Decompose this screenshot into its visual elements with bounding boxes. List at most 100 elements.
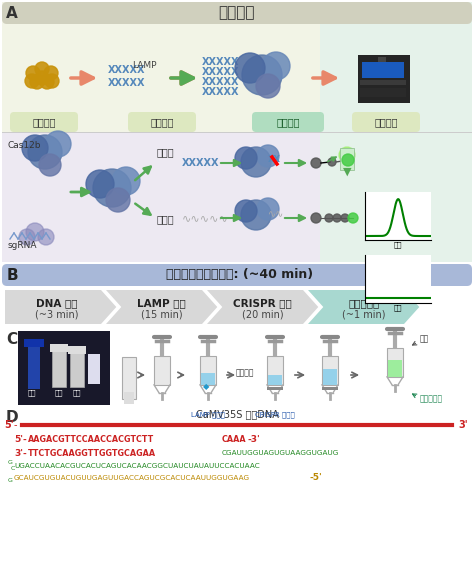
Text: - -: - - xyxy=(14,420,24,430)
FancyBboxPatch shape xyxy=(352,112,420,132)
Text: 信号输出: 信号输出 xyxy=(374,117,398,127)
Circle shape xyxy=(25,74,39,88)
Circle shape xyxy=(45,131,71,157)
Text: -3': -3' xyxy=(248,434,261,443)
Polygon shape xyxy=(207,290,319,324)
FancyBboxPatch shape xyxy=(128,112,196,132)
Bar xyxy=(388,360,402,377)
Bar xyxy=(322,356,338,385)
Text: (~1 min): (~1 min) xyxy=(342,310,385,319)
Text: Cas12b: Cas12b xyxy=(8,141,42,150)
Bar xyxy=(267,356,283,385)
Circle shape xyxy=(256,74,280,98)
Circle shape xyxy=(22,135,48,161)
FancyBboxPatch shape xyxy=(10,112,78,132)
Text: 实验原理: 实验原理 xyxy=(219,6,255,20)
Bar xyxy=(124,392,134,404)
Text: 大豆样品: 大豆样品 xyxy=(32,117,56,127)
Bar xyxy=(50,344,68,352)
Bar xyxy=(358,55,410,103)
Text: LAMP 混合物: LAMP 混合物 xyxy=(191,411,225,417)
Circle shape xyxy=(333,214,341,222)
Bar xyxy=(267,387,283,390)
Text: -5': -5' xyxy=(310,474,323,482)
Text: XXXXX: XXXXX xyxy=(202,87,239,97)
Circle shape xyxy=(30,75,44,89)
Text: 3'-: 3'- xyxy=(14,448,27,457)
Circle shape xyxy=(348,213,358,223)
Text: CRISPR 混合物: CRISPR 混合物 xyxy=(255,411,295,417)
Polygon shape xyxy=(106,290,217,324)
Text: 5': 5' xyxy=(4,420,14,430)
Circle shape xyxy=(339,147,355,163)
Bar xyxy=(320,2,472,262)
Bar xyxy=(360,88,406,97)
Circle shape xyxy=(39,154,61,176)
Circle shape xyxy=(241,147,271,177)
Text: 外管: 外管 xyxy=(73,389,81,395)
Circle shape xyxy=(241,200,271,230)
Bar xyxy=(201,373,215,385)
Text: D: D xyxy=(6,411,18,425)
Text: DNA 提取: DNA 提取 xyxy=(36,298,78,308)
Circle shape xyxy=(328,158,336,166)
FancyBboxPatch shape xyxy=(2,2,472,24)
Text: XXXXX: XXXXX xyxy=(108,78,146,88)
Circle shape xyxy=(262,52,290,80)
Circle shape xyxy=(40,75,54,89)
Text: TTCTGCAAGGTTGGTGCAGAA: TTCTGCAAGGTTGGTGCAGAA xyxy=(28,448,156,457)
Bar xyxy=(70,351,84,387)
Circle shape xyxy=(35,62,49,76)
Circle shape xyxy=(311,213,321,223)
Circle shape xyxy=(38,229,54,245)
Text: LAMP: LAMP xyxy=(132,61,156,70)
Text: 按压: 按压 xyxy=(420,334,429,343)
Circle shape xyxy=(257,198,279,220)
Text: 无靶标: 无靶标 xyxy=(157,214,174,224)
Text: GCAUCGUGUACUGUUGAGUUGACCAGUCGCACUCAAUUGGUGAAG: GCAUCGUGUACUGUUGAGUUGACCAGUCGCACUCAAUUGG… xyxy=(14,475,250,481)
Text: 柱子: 柱子 xyxy=(28,389,36,395)
Text: 等温扩增: 等温扩增 xyxy=(150,117,174,127)
Polygon shape xyxy=(308,290,419,324)
Text: C: C xyxy=(7,332,18,346)
Text: (20 min): (20 min) xyxy=(242,310,283,319)
Circle shape xyxy=(235,200,257,222)
Circle shape xyxy=(28,135,62,169)
Text: CAAA: CAAA xyxy=(222,434,246,443)
Bar xyxy=(378,57,386,62)
Circle shape xyxy=(342,154,354,166)
Text: UGACCUAACACGUCACUCAGUCACAACGGCUAUCUAUAUUCCACUAAC: UGACCUAACACGUCACUCAGUCACAACGGCUAUCUAUAUU… xyxy=(14,463,260,469)
Text: CRISPR 反应: CRISPR 反应 xyxy=(233,298,292,308)
Circle shape xyxy=(235,147,257,169)
Text: XXXXX: XXXXX xyxy=(202,67,239,77)
Bar xyxy=(360,80,406,85)
Text: LAMP 扩增: LAMP 扩增 xyxy=(137,298,186,308)
Text: ◆: ◆ xyxy=(203,382,209,391)
Text: XX: XX xyxy=(268,156,281,165)
Bar xyxy=(28,344,40,389)
Bar xyxy=(154,356,170,385)
Text: ∿∿: ∿∿ xyxy=(268,209,284,219)
Text: (15 min): (15 min) xyxy=(141,310,182,319)
Text: ∿∿∿∿∿: ∿∿∿∿∿ xyxy=(182,213,229,223)
Bar xyxy=(268,375,282,385)
Text: XXXXX: XXXXX xyxy=(202,77,239,87)
Text: 反式切割: 反式切割 xyxy=(276,117,300,127)
Text: G: G xyxy=(8,460,13,465)
Text: - -: - - xyxy=(440,420,450,430)
Bar xyxy=(387,348,403,377)
Circle shape xyxy=(35,71,49,85)
Text: 具体步骤和反应时间: (~40 min): 具体步骤和反应时间: (~40 min) xyxy=(166,268,314,281)
Circle shape xyxy=(19,229,35,245)
Text: 被破的薄膜: 被破的薄膜 xyxy=(420,394,443,403)
Circle shape xyxy=(86,170,114,198)
X-axis label: 荧光: 荧光 xyxy=(394,305,402,311)
Bar xyxy=(122,357,136,399)
Circle shape xyxy=(257,145,279,167)
Circle shape xyxy=(311,158,321,168)
Text: A: A xyxy=(6,6,18,20)
Text: 内管: 内管 xyxy=(55,389,63,395)
Circle shape xyxy=(93,169,131,207)
FancyBboxPatch shape xyxy=(2,264,472,286)
Circle shape xyxy=(26,66,40,80)
